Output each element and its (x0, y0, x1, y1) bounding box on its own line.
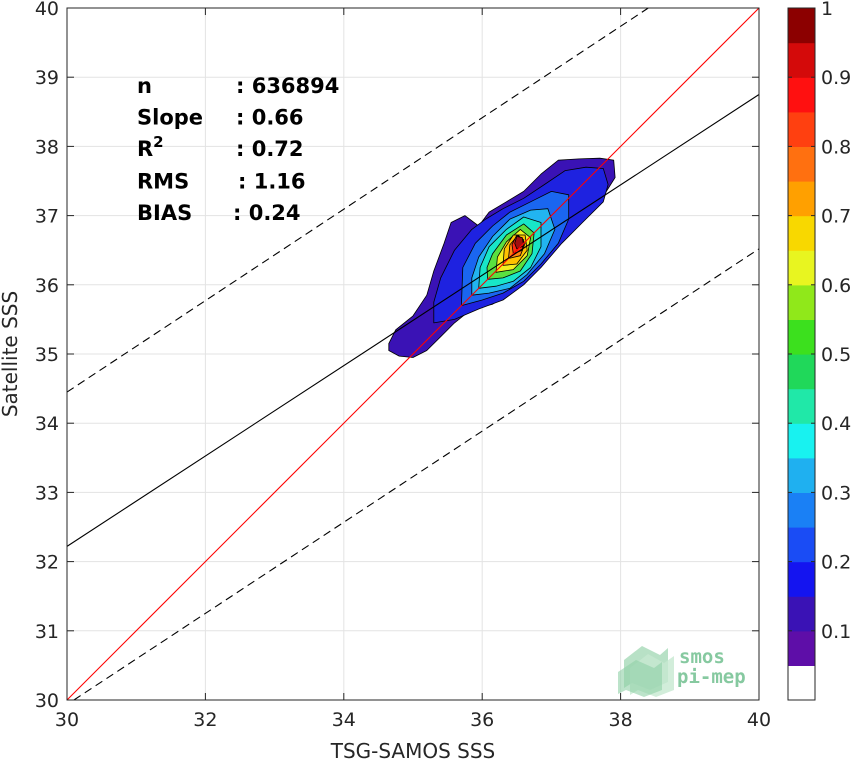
colorbar-segment (788, 527, 815, 563)
stat-superscript: 2 (153, 133, 163, 151)
y-tick-label: 38 (35, 136, 59, 158)
density-contour (514, 236, 525, 250)
y-tick-label: 36 (35, 275, 59, 297)
colorbar-tick-label: 0.9 (821, 67, 851, 89)
colorbar-tick-label: 0.1 (821, 621, 851, 643)
colorbar-segment (788, 111, 815, 147)
x-tick-label: 32 (193, 709, 217, 731)
logo-text-smos: smos (679, 646, 725, 668)
stat-value: : 0.24 (233, 201, 301, 225)
grid-lines (66, 7, 760, 701)
colorbar-segment (788, 596, 815, 632)
colorbar-segment (788, 665, 815, 701)
colorbar-segment (788, 284, 815, 320)
colorbar-segment (788, 630, 815, 666)
x-tick-label: 40 (747, 709, 771, 731)
colorbar-tick-label: 0.2 (821, 552, 851, 574)
y-tick-label: 37 (35, 206, 59, 228)
colorbar-segment (788, 215, 815, 251)
y-axis-label: Satellite SSS (0, 291, 22, 417)
colorbar-segment (788, 388, 815, 424)
stat-label: n (137, 74, 152, 98)
colorbar-tick-label: 1 (821, 0, 833, 20)
colorbar-segment (788, 457, 815, 493)
colorbar (787, 7, 816, 701)
colorbar-segment (788, 42, 815, 78)
y-tick-label: 31 (35, 621, 59, 643)
statistics-box: n : 636894 Slope : 0.66 R2 : 0.72 RMS : 1.16 BIA… (137, 74, 339, 225)
colorbar-tick-label: 0.8 (821, 136, 851, 158)
colorbar-segment (788, 8, 815, 44)
colorbar-segment (788, 561, 815, 597)
x-tick-label: 38 (609, 709, 633, 731)
x-axis-label: TSG-SAMOS SSS (330, 739, 496, 763)
stat-value: : 0.66 (236, 106, 304, 130)
colorbar-tick-label: 0.3 (821, 482, 851, 504)
x-tick-label: 34 (332, 709, 356, 731)
one-to-one-line (66, 7, 760, 701)
colorbar-tick-label: 0.4 (821, 413, 851, 435)
y-tick-label: 32 (35, 552, 59, 574)
colorbar-segment (788, 423, 815, 459)
stat-value: : 636894 (236, 74, 339, 98)
stat-value: : 1.16 (238, 170, 306, 194)
reference-lines (66, 7, 760, 701)
lower-bound-line (73, 248, 760, 701)
colorbar-segment (788, 354, 815, 390)
colorbar-segment (788, 181, 815, 217)
y-tick-label: 39 (35, 67, 59, 89)
colorbar-tick-label: 0.6 (821, 275, 851, 297)
stat-label: RMS (137, 170, 189, 194)
y-tick-label: 34 (35, 413, 59, 435)
logo-wave-icon (618, 646, 674, 697)
x-axis-ticks: 30 32 34 36 38 40 (55, 8, 771, 731)
colorbar-segment (788, 319, 815, 355)
colorbar-tick-label: 0.7 (821, 206, 851, 228)
y-tick-label: 30 (35, 690, 59, 712)
colorbar-segment (788, 77, 815, 113)
smos-pi-mep-logo: smos pi-mep (618, 646, 746, 697)
regression-line (66, 94, 760, 547)
stat-label: Slope (137, 106, 203, 130)
colorbar-tick-label: 0.5 (821, 344, 851, 366)
y-axis-ticks: 30 31 32 33 34 35 36 37 38 39 40 (35, 0, 759, 712)
colorbar-segment (788, 492, 815, 528)
y-tick-label: 35 (35, 344, 59, 366)
stat-value: : 0.72 (236, 137, 304, 161)
logo-text-pi-mep: pi-mep (677, 666, 746, 688)
colorbar-segment (788, 250, 815, 286)
colorbar-segment (788, 146, 815, 182)
x-tick-label: 30 (55, 709, 79, 731)
stat-label: BIAS (137, 201, 192, 225)
stat-label: R2 (137, 133, 164, 161)
x-tick-label: 36 (470, 709, 494, 731)
y-tick-label: 40 (35, 0, 59, 20)
colorbar-ticks: 0.1 0.2 0.3 0.4 0.5 0.6 0.7 0.8 0.9 1 (788, 0, 851, 643)
y-tick-label: 33 (35, 482, 59, 504)
